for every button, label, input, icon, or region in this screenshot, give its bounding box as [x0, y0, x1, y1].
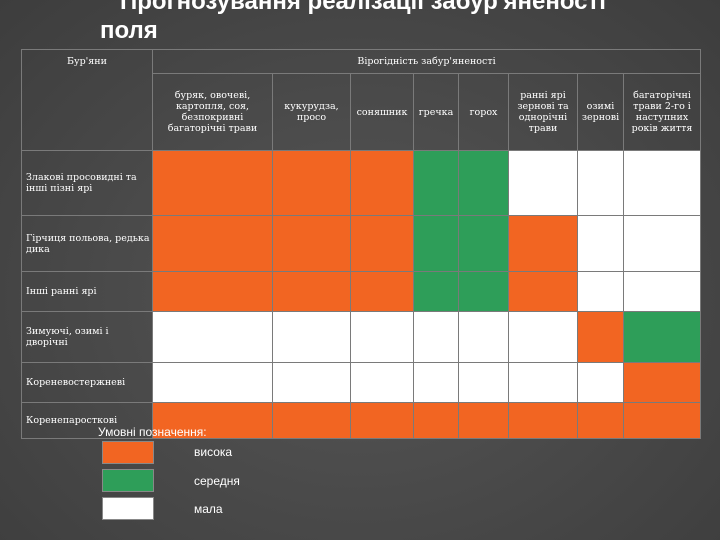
table-row: Злакові просовидні та інші пізні ярі [21, 150, 701, 216]
probability-cell-low [413, 311, 459, 363]
probability-cell-low [152, 362, 273, 403]
table-row: Кореневостержневі [21, 362, 701, 403]
corner-label: Бур'яни [21, 49, 153, 151]
probability-cell-high [272, 150, 351, 216]
probability-cell-high [272, 402, 351, 439]
probability-cell-high [508, 215, 578, 272]
probability-cell-low [508, 150, 578, 216]
column-header: горох [458, 73, 509, 151]
table-row: Коренепаросткові [21, 402, 701, 439]
probability-cell-high [152, 150, 273, 216]
probability-cell-low [152, 311, 273, 363]
probability-cell-low [272, 362, 351, 403]
probability-cell-high [508, 271, 578, 312]
column-header: багаторічні трави 2-го і наступних років… [623, 73, 701, 151]
probability-cell-low [272, 311, 351, 363]
probability-cell-high [458, 402, 509, 439]
column-header: ранні ярі зернові та однорічні трави [508, 73, 578, 151]
probability-cell-medium [623, 311, 701, 363]
probability-cell-low [458, 362, 509, 403]
legend-label-medium: середня [194, 474, 240, 488]
table-row: Гірчиця польова, редька дика [21, 215, 701, 272]
group-header: Вірогідність забур'яненості [152, 49, 701, 74]
probability-cell-low [350, 311, 414, 363]
probability-cell-high [577, 311, 624, 363]
column-header: соняшник [350, 73, 414, 151]
probability-cell-high [577, 402, 624, 439]
probability-cell-low [413, 362, 459, 403]
probability-cell-high [272, 271, 351, 312]
legend-swatch-medium [102, 469, 154, 492]
probability-cell-low [350, 362, 414, 403]
probability-cell-low [508, 311, 578, 363]
probability-cell-medium [413, 150, 459, 216]
page-title: Прогнозування реалізації забур'яненості … [0, 0, 720, 47]
row-label: Гірчиця польова, редька дика [21, 215, 153, 272]
probability-cell-low [623, 271, 701, 312]
row-label: Коренепаросткові [21, 402, 153, 439]
probability-cell-high [623, 402, 701, 439]
probability-cell-high [152, 215, 273, 272]
column-header: озимі зернові [577, 73, 624, 151]
probability-cell-low [508, 362, 578, 403]
probability-cell-medium [458, 215, 509, 272]
probability-cell-medium [458, 150, 509, 216]
row-label: Злакові просовидні та інші пізні ярі [21, 150, 153, 216]
probability-cell-high [350, 215, 414, 272]
probability-cell-medium [413, 215, 459, 272]
row-label: Інші ранні ярі [21, 271, 153, 312]
probability-cell-high [272, 215, 351, 272]
probability-cell-high [350, 271, 414, 312]
probability-cell-high [152, 402, 273, 439]
probability-cell-low [577, 215, 624, 272]
legend-title: Умовні позначення: [98, 425, 207, 439]
page-title-line2: поля [100, 17, 158, 44]
probability-cell-high [413, 402, 459, 439]
probability-cell-low [577, 271, 624, 312]
column-header: кукурудза, просо [272, 73, 351, 151]
legend-label-high: висока [194, 445, 233, 459]
legend-swatch-low [102, 497, 154, 520]
legend-swatch-high [102, 441, 154, 464]
row-label: Зимуючі, озимі і дворічні [21, 311, 153, 363]
probability-cell-medium [413, 271, 459, 312]
probability-cell-low [623, 215, 701, 272]
column-header-row: буряк, овочеві, картопля, соя, безпокрив… [22, 73, 701, 151]
probability-cell-high [350, 150, 414, 216]
table-row: Зимуючі, озимі і дворічні [21, 311, 701, 363]
probability-cell-medium [458, 271, 509, 312]
legend-label-low: мала [194, 502, 223, 516]
probability-cell-low [577, 150, 624, 216]
weed-probability-table: Бур'яни Вірогідність забур'яненості буря… [21, 49, 701, 439]
page-title-line1: Прогнозування реалізації забур'яненості [120, 0, 606, 15]
column-header: гречка [413, 73, 459, 151]
probability-cell-high [508, 402, 578, 439]
probability-cell-low [577, 362, 624, 403]
column-header: буряк, овочеві, картопля, соя, безпокрив… [152, 73, 273, 151]
probability-cell-high [152, 271, 273, 312]
weed-probability-table-wrap: Бур'яни Вірогідність забур'яненості буря… [21, 49, 701, 439]
probability-cell-low [623, 150, 701, 216]
probability-cell-high [350, 402, 414, 439]
row-label: Кореневостержневі [21, 362, 153, 403]
probability-cell-high [623, 362, 701, 403]
table-row: Інші ранні ярі [21, 271, 701, 312]
probability-cell-low [458, 311, 509, 363]
